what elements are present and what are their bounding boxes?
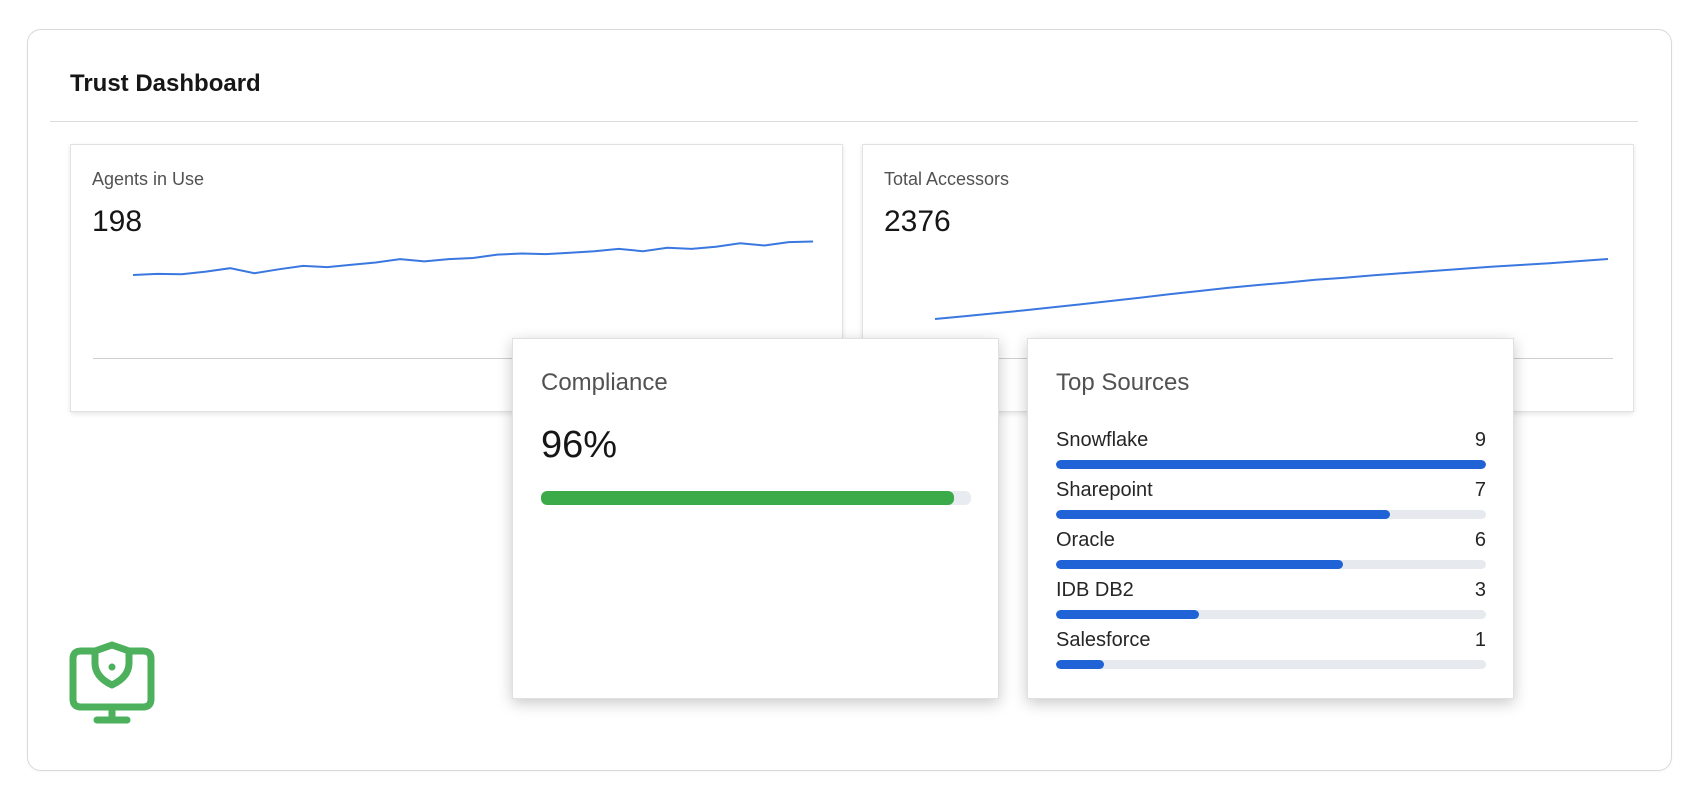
source-count: 7 xyxy=(1474,479,1486,501)
source-bar-fill xyxy=(1056,460,1486,469)
source-bar-fill xyxy=(1056,560,1343,569)
source-count: 9 xyxy=(1474,429,1486,451)
title-divider xyxy=(50,121,1638,122)
source-bar-track xyxy=(1056,460,1486,469)
source-bar-track xyxy=(1056,510,1486,519)
total-accessors-label: Total Accessors xyxy=(884,169,1010,189)
source-count: 6 xyxy=(1474,529,1486,551)
sparkline-series xyxy=(934,258,1609,320)
source-row[interactable]: Snowflake 9 xyxy=(1056,429,1486,473)
page-title: Trust Dashboard xyxy=(70,70,261,97)
shield-monitor-icon xyxy=(69,641,155,724)
source-row[interactable]: IDB DB2 3 xyxy=(1056,579,1486,623)
source-row[interactable]: Sharepoint 7 xyxy=(1056,479,1486,523)
compliance-progress-fill xyxy=(541,491,954,505)
source-count: 3 xyxy=(1474,579,1486,601)
source-bar-fill xyxy=(1056,510,1391,519)
source-name: Salesforce xyxy=(1056,629,1151,651)
top-sources-card[interactable]: Top Sources Snowflake 9 Sharepoint 7 Ora… xyxy=(1027,338,1514,699)
source-bar-track xyxy=(1056,660,1486,669)
total-accessors-sparkline xyxy=(934,258,1609,320)
top-sources-label: Top Sources xyxy=(1056,369,1190,396)
source-name: IDB DB2 xyxy=(1056,579,1134,601)
compliance-label: Compliance xyxy=(541,369,668,396)
source-bar-fill xyxy=(1056,660,1104,669)
source-bar-track xyxy=(1056,610,1486,619)
source-row[interactable]: Oracle 6 xyxy=(1056,529,1486,573)
source-bar-fill xyxy=(1056,610,1200,619)
compliance-progress-bar xyxy=(541,491,971,505)
source-count: 1 xyxy=(1474,629,1486,651)
agents-in-use-sparkline xyxy=(132,240,814,276)
agents-in-use-label: Agents in Use xyxy=(92,169,205,189)
compliance-card[interactable]: Compliance 96% xyxy=(512,338,999,699)
sparkline-series xyxy=(132,240,814,276)
source-name: Snowflake xyxy=(1056,429,1149,451)
source-name: Oracle xyxy=(1056,529,1115,551)
source-name: Sharepoint xyxy=(1056,479,1153,501)
source-bar-track xyxy=(1056,560,1486,569)
agents-in-use-value: 198 xyxy=(92,205,143,238)
total-accessors-value: 2376 xyxy=(884,205,951,238)
agents-in-use-panel[interactable]: Agents in Use 198 xyxy=(70,144,843,412)
agents-chart-baseline xyxy=(93,358,821,359)
source-row[interactable]: Salesforce 1 xyxy=(1056,629,1486,673)
compliance-value: 96% xyxy=(541,424,618,466)
